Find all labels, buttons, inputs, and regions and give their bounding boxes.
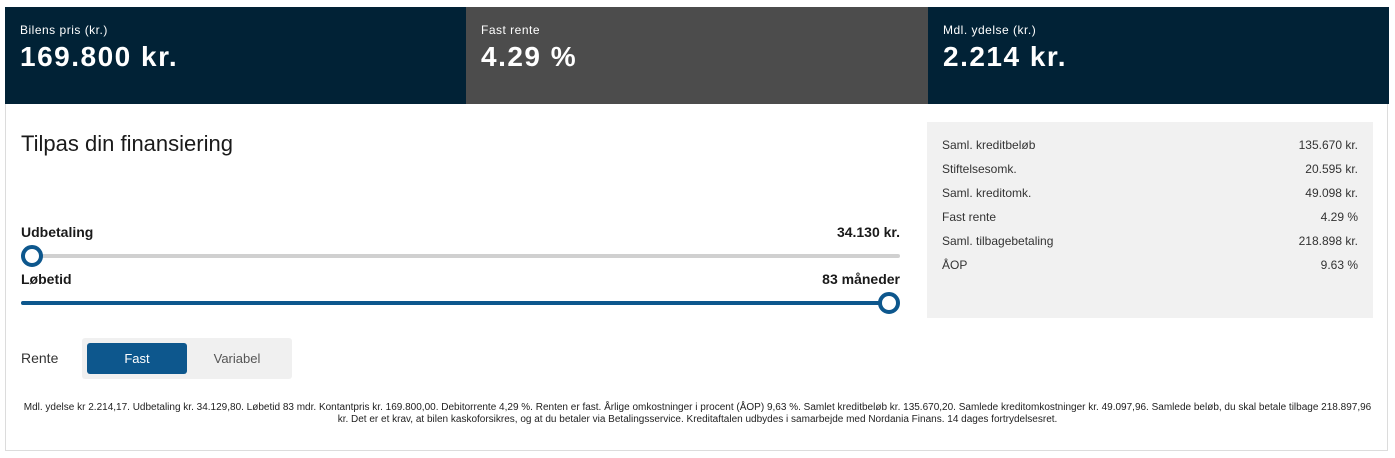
term-slider-fill	[21, 301, 889, 305]
rente-fast-option[interactable]: Fast	[87, 343, 187, 374]
summary-row: Saml. kreditbeløb 135.670 kr.	[942, 133, 1358, 157]
summary-row: Saml. kreditomk. 49.098 kr.	[942, 181, 1358, 205]
summary-value: 49.098 kr.	[1305, 186, 1358, 200]
legal-disclaimer: Mdl. ydelse kr 2.214,17. Udbetaling kr. …	[23, 402, 1372, 425]
summary-label: Stiftelsesomk.	[942, 162, 1017, 176]
summary-row: Fast rente 4.29 %	[942, 205, 1358, 229]
price-label: Bilens pris (kr.)	[20, 23, 108, 37]
summary-label: Saml. kreditbeløb	[942, 138, 1036, 152]
rate-label: Fast rente	[481, 23, 541, 37]
rente-toggle: Fast Variabel	[82, 338, 292, 379]
downpayment-slider-track[interactable]	[21, 245, 900, 267]
rate-value: 4.29 %	[481, 41, 578, 72]
price-value: 169.800 kr.	[20, 41, 179, 72]
summary-value: 218.898 kr.	[1298, 234, 1358, 248]
term-label: Løbetid	[21, 271, 72, 287]
header-bar: Bilens pris (kr.) 169.800 kr. Fast rente…	[5, 7, 1389, 104]
payment-value: 2.214 kr.	[943, 41, 1068, 72]
term-slider-track[interactable]	[21, 292, 900, 314]
rente-variabel-option[interactable]: Variabel	[213, 351, 261, 366]
price-box: Bilens pris (kr.) 169.800 kr.	[5, 7, 466, 104]
summary-value: 20.595 kr.	[1305, 162, 1358, 176]
summary-value: 4.29 %	[1320, 210, 1358, 224]
summary-label: Saml. kreditomk.	[942, 186, 1032, 200]
downpayment-slider-handle[interactable]	[21, 245, 43, 267]
payment-box: Mdl. ydelse (kr.) 2.214 kr.	[928, 7, 1389, 104]
summary-label: Fast rente	[942, 210, 997, 224]
rente-label: Rente	[21, 350, 59, 366]
summary-row: Stiftelsesomk. 20.595 kr.	[942, 157, 1358, 181]
page-title: Tilpas din finansiering	[21, 131, 233, 156]
summary-row: ÅOP 9.63 %	[942, 253, 1358, 277]
term-slider-handle[interactable]	[878, 292, 900, 314]
summary-value: 9.63 %	[1320, 258, 1358, 272]
summary-panel: Saml. kreditbeløb 135.670 kr. Stiftelses…	[927, 122, 1373, 318]
summary-label: Saml. tilbagebetaling	[942, 234, 1054, 248]
summary-row: Saml. tilbagebetaling 218.898 kr.	[942, 229, 1358, 253]
term-value: 83 måneder	[822, 271, 900, 287]
downpayment-label: Udbetaling	[21, 224, 94, 240]
downpayment-value: 34.130 kr.	[836, 224, 900, 240]
summary-label: ÅOP	[942, 258, 968, 272]
summary-value: 135.670 kr.	[1298, 138, 1358, 152]
payment-label: Mdl. ydelse (kr.)	[943, 23, 1037, 37]
rate-box: Fast rente 4.29 %	[466, 7, 928, 104]
